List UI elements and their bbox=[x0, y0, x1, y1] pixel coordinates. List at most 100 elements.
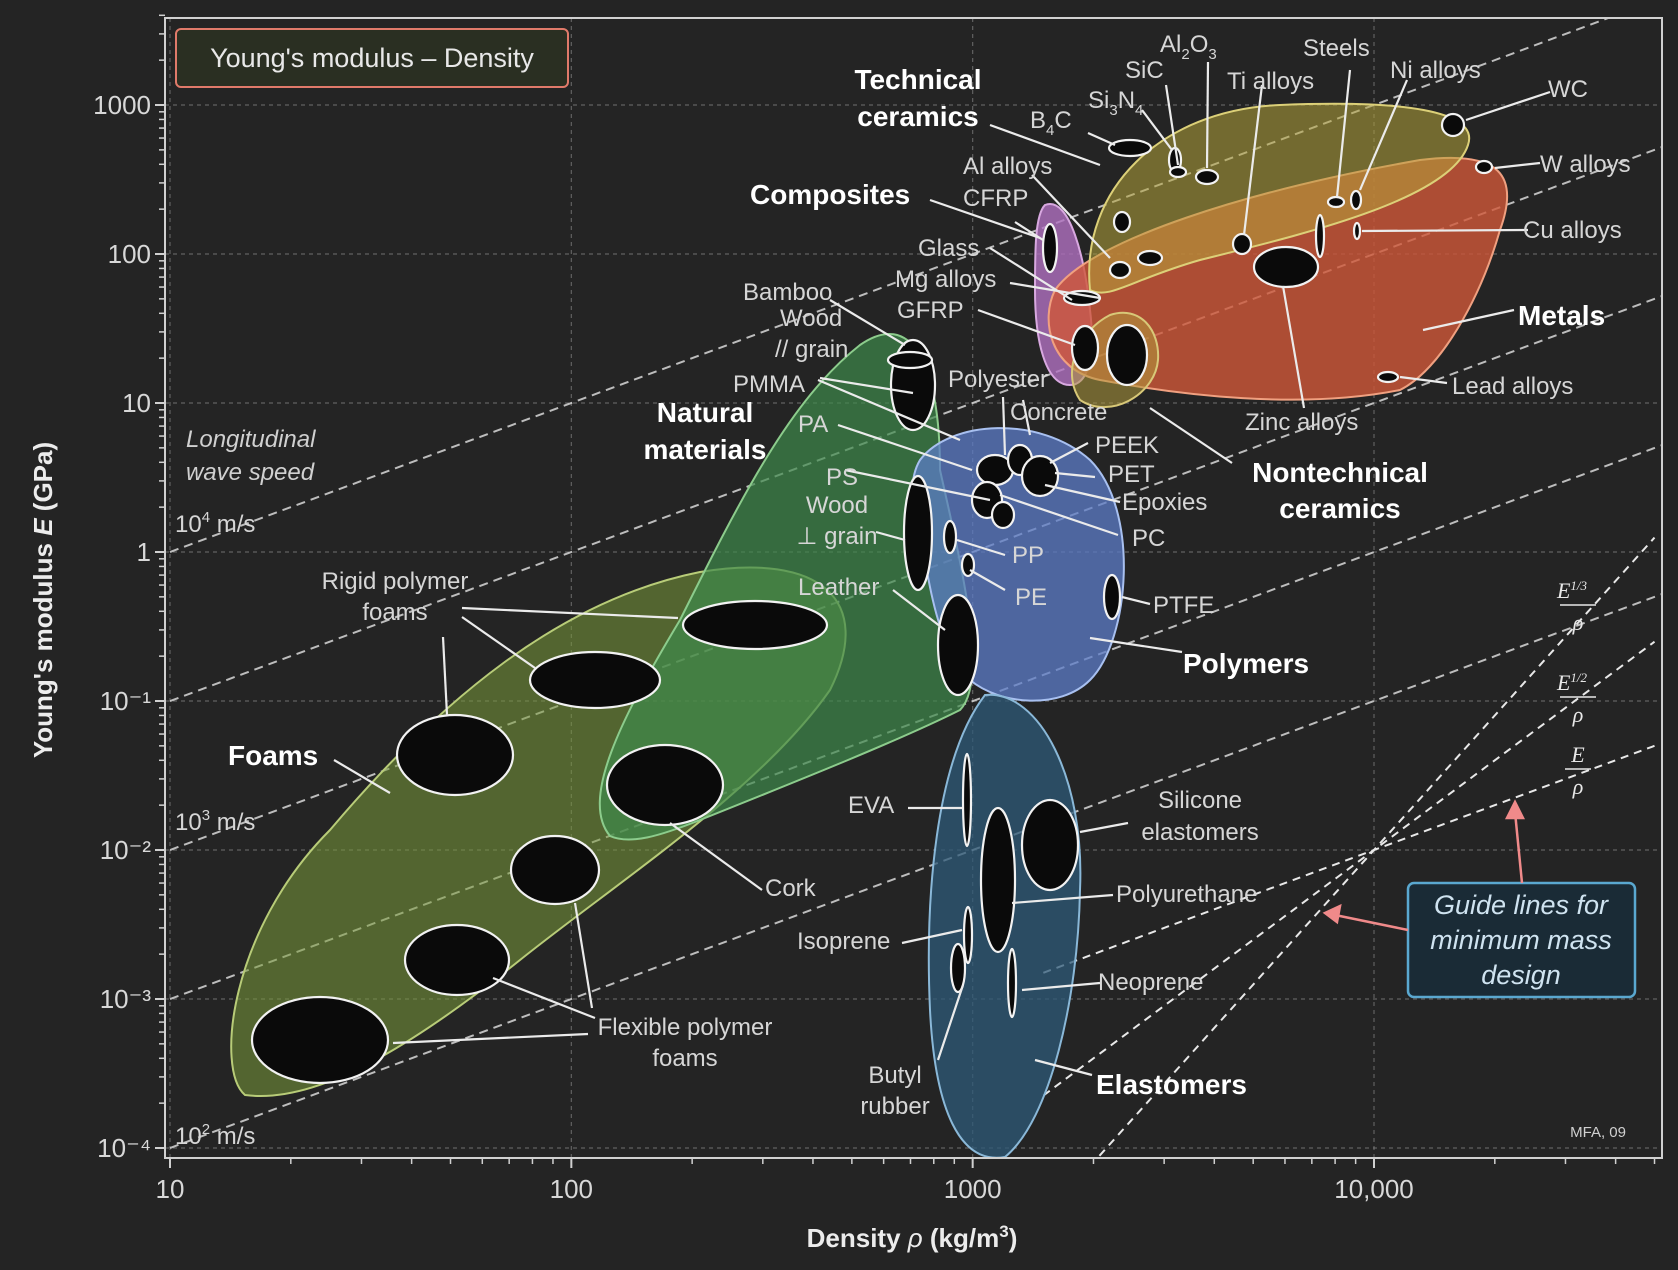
svg-text:E: E bbox=[1570, 742, 1585, 767]
y-tick-label: 1 bbox=[137, 537, 151, 567]
y-tick-label: 10⁻¹ bbox=[100, 686, 152, 716]
zinc-bubble bbox=[1252, 245, 1320, 289]
lead-label: Lead alloys bbox=[1452, 373, 1573, 400]
x-axis-title: Density ρ (kg/m3) bbox=[807, 1222, 1018, 1253]
neoprene-bubble bbox=[1006, 947, 1018, 1019]
y-tick-label: 10 bbox=[122, 388, 151, 418]
x-tick-label: 100 bbox=[550, 1174, 593, 1204]
svg-text:E1/2: E1/2 bbox=[1556, 670, 1588, 695]
chart-title-box bbox=[175, 28, 569, 88]
natural-materials-label: Natural bbox=[657, 397, 753, 428]
al-label: Al alloys bbox=[963, 153, 1052, 180]
nontechnical-ceramics-label: Nontechnical bbox=[1252, 457, 1428, 488]
mg-bubble bbox=[1108, 260, 1132, 280]
leather-label: Leather bbox=[798, 574, 879, 601]
b4c-bubble bbox=[1107, 138, 1153, 158]
polyurethane-label: Polyurethane bbox=[1116, 881, 1257, 908]
guide-formula-e13: E1/3 ρ bbox=[1556, 578, 1596, 635]
y-tick-label: 10⁻² bbox=[100, 835, 152, 865]
guide-arrows bbox=[1322, 799, 1526, 932]
guide-formula-e: E ρ bbox=[1565, 742, 1591, 799]
technical-ceramics-label: Technical bbox=[854, 64, 981, 95]
si3n4-label: Si3N4 bbox=[1088, 87, 1143, 119]
frame-mask bbox=[0, 0, 165, 1270]
guide-box-text: design bbox=[1481, 960, 1561, 990]
guide-lines bbox=[169, 0, 1678, 1219]
gfrp-bubble bbox=[1070, 324, 1100, 372]
cfrp-bubble bbox=[1041, 222, 1059, 274]
flexible-foam-bubble bbox=[250, 995, 390, 1085]
frame-mask bbox=[1662, 0, 1678, 1270]
w-label: W alloys bbox=[1540, 151, 1631, 178]
al2o3-label: Al2O3 bbox=[1160, 31, 1217, 63]
neoprene-label: Neoprene bbox=[1098, 969, 1203, 996]
metal-bubble bbox=[1112, 210, 1132, 234]
zinc-label: Zinc alloys bbox=[1245, 409, 1358, 436]
wave-speed-1e4: 104 m/s bbox=[175, 509, 255, 538]
x-tick-label: 1000 bbox=[944, 1174, 1002, 1204]
isoprene-bubble bbox=[962, 905, 974, 965]
svg-text:E1/3: E1/3 bbox=[1556, 578, 1588, 603]
svg-text:ρ: ρ bbox=[1572, 610, 1584, 635]
frame-mask bbox=[0, 0, 1678, 18]
silicone-label: elastomers bbox=[1141, 819, 1258, 846]
frame-mask bbox=[0, 1158, 1678, 1270]
wave-speed-1e3: 103 m/s bbox=[175, 807, 255, 836]
technical-ceramics-envelope bbox=[1088, 102, 1471, 294]
cork-bubble bbox=[605, 743, 725, 827]
svg-text:ρ: ρ bbox=[1572, 702, 1584, 727]
wave-speed-title: wave speed bbox=[186, 459, 315, 486]
silicone-label: Silicone bbox=[1158, 787, 1242, 814]
svg-text:ρ: ρ bbox=[1572, 774, 1584, 799]
chart-title: Young's modulus – Density bbox=[210, 43, 534, 73]
y-tick-label: 100 bbox=[108, 239, 151, 269]
leader-lines bbox=[333, 61, 1551, 1077]
polymers-label: Polymers bbox=[1183, 648, 1309, 679]
pp-label: PP bbox=[1012, 542, 1044, 569]
cu-bubble bbox=[1352, 221, 1362, 241]
min-mass-guide-line bbox=[1042, 744, 1655, 974]
natural-materials-label: materials bbox=[644, 434, 767, 465]
pc-label: PC bbox=[1132, 525, 1165, 552]
elastomers-label: Elastomers bbox=[1096, 1069, 1247, 1100]
peek-label: PEEK bbox=[1095, 432, 1159, 459]
ps-label: PS bbox=[826, 464, 858, 491]
plot-frame bbox=[164, 17, 1663, 1159]
concrete-label: Concrete bbox=[1010, 399, 1107, 426]
b4c-label: B4C bbox=[1030, 107, 1072, 139]
wave-speed-title: Longitudinal bbox=[186, 426, 316, 453]
rigid-foam-bubble bbox=[681, 599, 829, 651]
y-tick-label: 10⁻⁴ bbox=[97, 1133, 151, 1163]
wc-label: WC bbox=[1548, 76, 1588, 103]
rigid-foams-label: foams bbox=[362, 599, 427, 626]
eva-bubble bbox=[961, 752, 973, 848]
gfrp-label: GFRP bbox=[897, 297, 964, 324]
al2o3-bubble bbox=[1194, 168, 1220, 186]
min-mass-guide-line bbox=[1042, 536, 1656, 1219]
lead-bubble bbox=[1376, 370, 1400, 384]
flexible-foams-label: Flexible polymer bbox=[598, 1014, 773, 1041]
guide-formula-e12: E1/2 ρ bbox=[1556, 670, 1596, 727]
pe-label: PE bbox=[1015, 584, 1047, 611]
credit-label: MFA, 09 bbox=[1570, 1124, 1626, 1141]
eva-label: EVA bbox=[848, 792, 894, 819]
natural-materials-envelope bbox=[598, 333, 974, 841]
pp-bubble bbox=[942, 519, 958, 555]
sic-bubble bbox=[1168, 165, 1188, 179]
glass-label: Glass bbox=[918, 235, 979, 262]
bamboo-label: Bamboo bbox=[743, 279, 832, 306]
mg-label: Mg alloys bbox=[895, 266, 996, 293]
epoxies-label: Epoxies bbox=[1122, 489, 1207, 516]
polyurethane-bubble bbox=[979, 806, 1017, 954]
metals-label: Metals bbox=[1518, 300, 1605, 331]
x-tick-label: 10,000 bbox=[1334, 1174, 1414, 1204]
wood-perp-bubble bbox=[902, 474, 934, 592]
flexible-foam-bubble bbox=[403, 923, 511, 997]
flexible-foams-label: foams bbox=[652, 1045, 717, 1072]
w-bubble bbox=[1474, 159, 1494, 175]
butyl-label: Butyl bbox=[868, 1062, 921, 1089]
min-mass-guide-line bbox=[1042, 640, 1656, 1097]
ni-bubble bbox=[1349, 189, 1363, 211]
